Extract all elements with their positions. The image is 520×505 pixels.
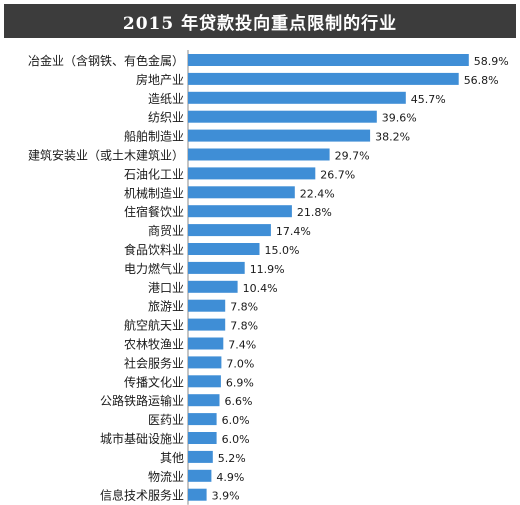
bar-9 [188,224,271,237]
value-label-8: 21.8% [297,206,332,219]
value-label-18: 6.6% [225,395,253,408]
bar-22 [188,469,212,482]
category-label-11: 电力燃气业 [124,261,184,276]
category-label-16: 社会服务业 [124,355,184,370]
bar-11 [188,261,245,274]
bar-10 [188,243,260,255]
value-label-23: 3.9% [212,490,240,503]
bar-18 [188,394,220,407]
bar-chart: 冶金业（含钢铁、有色金属） 58.9% 房地产业 56.8% 造纸业 45.7% 纺织业 39… [28,50,509,505]
category-label-4: 船舶制造业 [124,129,184,144]
value-label-4: 38.2% [375,131,410,144]
value-label-19: 6.0% [222,414,250,427]
category-label-10: 食品饮料业 [124,242,184,257]
bar-19 [188,413,217,426]
value-label-9: 17.4% [276,225,311,238]
bar-21 [188,450,213,463]
value-label-16: 7.0% [226,357,254,370]
value-label-1: 56.8% [464,74,499,87]
chart-area: 冶金业（含钢铁、有色金属） 58.9% 房地产业 56.8% 造纸业 45.7% 纺织业 39… [0,44,520,505]
value-label-15: 7.4% [228,339,256,352]
bar-12 [188,280,238,293]
category-label-5: 建筑安装业（或土木建筑业） [28,148,184,163]
value-label-7: 22.4% [300,187,335,200]
bar-0 [188,54,469,66]
category-label-12: 港口业 [148,281,184,295]
category-label-2: 造纸业 [148,92,184,106]
value-label-21: 5.2% [218,452,246,465]
bar-13 [188,299,226,312]
category-label-3: 纺织业 [148,111,184,125]
chart-title: 2015 年贷款投向重点限制的行业 [4,4,516,38]
category-label-19: 医药业 [148,413,184,427]
bar-2 [188,91,406,104]
category-label-13: 旅游业 [148,300,184,314]
value-label-6: 26.7% [320,168,355,181]
category-label-0: 冶金业（含钢铁、有色金属） [28,53,184,68]
category-label-22: 物流业 [148,470,184,484]
value-label-17: 6.9% [226,376,254,389]
bar-16 [188,356,222,369]
value-label-20: 6.0% [222,433,250,446]
bar-4 [188,129,371,142]
category-label-17: 传播文化业 [124,374,184,389]
value-label-3: 39.6% [382,112,417,125]
category-label-18: 公路铁路运输业 [100,393,184,408]
value-label-11: 11.9% [250,263,285,276]
value-label-2: 45.7% [411,93,446,106]
bar-20 [188,432,217,444]
bar-14 [188,318,226,331]
category-label-21: 其他 [160,451,184,465]
value-label-10: 15.0% [265,244,300,257]
value-label-22: 4.9% [216,471,244,484]
bar-8 [188,205,292,218]
bar-23 [188,488,207,501]
value-label-14: 7.8% [230,320,258,333]
bar-1 [188,72,459,85]
category-label-1: 房地产业 [136,72,184,87]
value-label-12: 10.4% [243,282,278,295]
bar-17 [188,375,221,388]
value-label-0: 58.9% [474,55,509,68]
category-label-14: 航空航天业 [124,318,184,333]
value-label-13: 7.8% [230,301,258,314]
category-label-23: 信息技术服务业 [100,488,184,503]
bar-6 [188,167,316,180]
bar-5 [188,148,330,161]
category-label-9: 商贸业 [148,223,184,238]
category-label-6: 石油化工业 [124,167,184,181]
category-label-8: 住宿餐饮业 [124,204,184,219]
bar-7 [188,186,295,199]
category-label-7: 机械制造业 [124,185,184,200]
bar-3 [188,110,377,123]
bar-15 [188,337,224,350]
category-label-15: 农林牧渔业 [124,338,184,352]
category-label-20: 城市基础设施业 [100,431,184,446]
value-label-5: 29.7% [335,150,370,163]
